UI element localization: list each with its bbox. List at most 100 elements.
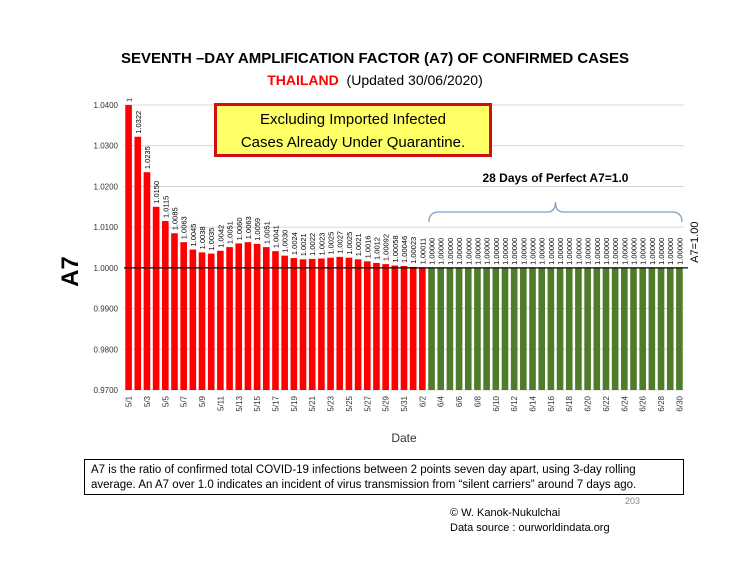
x-tick-label: 5/29 [382, 395, 391, 411]
bar [575, 267, 582, 390]
bar [409, 266, 417, 390]
value-label: 1.0059 [253, 218, 262, 241]
value-label: 1.0063 [180, 216, 189, 239]
value-label: 1.00000 [556, 238, 565, 265]
value-label: 1.00046 [400, 236, 409, 263]
value-label: 1.0024 [290, 232, 299, 255]
bar [428, 267, 435, 390]
bar [134, 136, 142, 390]
x-tick-label: 5/9 [198, 395, 207, 407]
value-label: 1.00000 [620, 238, 629, 265]
value-label: 1.0235 [143, 146, 152, 169]
value-label: 1.00000 [593, 238, 602, 265]
reference-line-label: A7=1.00 [689, 222, 701, 263]
value-label: 1.00058 [391, 235, 400, 262]
x-tick-label: 5/3 [143, 395, 152, 407]
bar [281, 255, 288, 390]
x-tick-label: 5/1 [125, 395, 134, 407]
y-tick-label: 1.0400 [94, 101, 119, 110]
definition-note: A7 is the ratio of confirmed total COVID… [84, 459, 684, 495]
x-tick-label: 6/8 [473, 395, 482, 407]
value-label: 1.00000 [657, 238, 666, 265]
value-label: 1.00000 [538, 238, 547, 265]
value-label: 1.0085 [170, 207, 179, 230]
bar [538, 267, 546, 390]
bar [162, 221, 169, 390]
bar [648, 267, 656, 390]
x-tick-label: 6/28 [657, 395, 666, 411]
x-tick-label: 6/2 [418, 395, 427, 407]
value-label: 1.00000 [565, 238, 574, 265]
value-label: 1.00000 [519, 238, 528, 265]
bar [180, 242, 187, 390]
bracket-28-days [428, 201, 683, 223]
x-tick-label: 5/31 [400, 395, 409, 411]
y-tick-label: 1.0000 [94, 264, 119, 273]
bar [676, 267, 683, 390]
bar [125, 105, 132, 390]
x-axis-label: Date [391, 431, 417, 445]
y-tick-label: 1.0100 [94, 223, 119, 232]
x-tick-label: 5/15 [253, 395, 262, 411]
value-label: 1.00023 [409, 237, 418, 264]
bar [189, 249, 197, 390]
value-label: 1.00000 [574, 238, 583, 265]
value-label: 1.00000 [639, 238, 648, 265]
bar [483, 267, 490, 390]
bar [400, 265, 408, 390]
bar [446, 267, 454, 390]
y-tick-label: 1.0200 [94, 182, 119, 191]
x-tick-label: 6/30 [675, 395, 684, 411]
credit-block: © W. Kanok-Nukulchai Data source : ourwo… [450, 506, 610, 536]
credit-source: Data source : ourworldindata.org [450, 522, 610, 534]
bar [666, 267, 674, 390]
value-label: 1 [125, 98, 134, 102]
exclusion-callout: Excluding Imported Infected Cases Alread… [214, 103, 492, 157]
bar [308, 258, 316, 390]
bar [299, 259, 307, 390]
bar [657, 267, 665, 390]
bar [171, 233, 178, 390]
value-label: 1.0322 [134, 111, 143, 134]
value-label: 1.00000 [648, 238, 657, 265]
value-label: 1.0022 [308, 233, 317, 256]
bar [327, 257, 334, 390]
value-label: 1.00000 [437, 238, 446, 265]
bar [382, 264, 389, 390]
x-tick-label: 6/12 [510, 395, 519, 411]
value-label: 1.0045 [189, 224, 198, 247]
x-tick-label: 6/22 [602, 395, 611, 411]
x-tick-label: 6/18 [565, 395, 574, 411]
bar [547, 267, 555, 390]
value-label: 1.0025 [327, 232, 336, 255]
x-tick-label: 5/7 [180, 395, 189, 407]
y-tick-label: 0.9700 [94, 386, 119, 395]
subtitle-country: THAILAND [267, 72, 339, 88]
bar [290, 258, 298, 390]
x-tick-label: 6/10 [492, 395, 501, 411]
value-label: 1.00000 [675, 238, 684, 265]
bar [143, 172, 151, 390]
value-label: 1.00000 [428, 238, 437, 265]
bracket-label: 28 Days of Perfect A7=1.0 [482, 171, 628, 185]
x-tick-label: 6/16 [547, 395, 556, 411]
value-label: 1.0150 [152, 181, 161, 204]
y-tick-label: 1.0300 [94, 142, 119, 151]
value-label: 1.0051 [262, 221, 271, 244]
x-tick-label: 6/4 [437, 395, 446, 407]
value-label: 1.00000 [529, 238, 538, 265]
x-tick-label: 5/17 [271, 395, 280, 411]
value-label: 1.0063 [244, 216, 253, 239]
bar [235, 243, 243, 390]
x-tick-label: 5/23 [327, 395, 336, 411]
value-label: 1.0023 [317, 233, 326, 256]
value-label: 1.0021 [299, 233, 308, 256]
x-tick-label: 6/20 [584, 395, 593, 411]
callout-line-1: Excluding Imported Infected [260, 111, 446, 128]
x-tick-label: 5/13 [235, 395, 244, 411]
y-tick-labels: 0.9700 0.9800 0.9900 1.0000 1.0100 1.0200 1.03… [94, 101, 119, 395]
bar [262, 247, 270, 390]
value-label: 1.0027 [336, 231, 345, 254]
value-label: 1.00000 [611, 238, 620, 265]
bar [593, 267, 601, 390]
